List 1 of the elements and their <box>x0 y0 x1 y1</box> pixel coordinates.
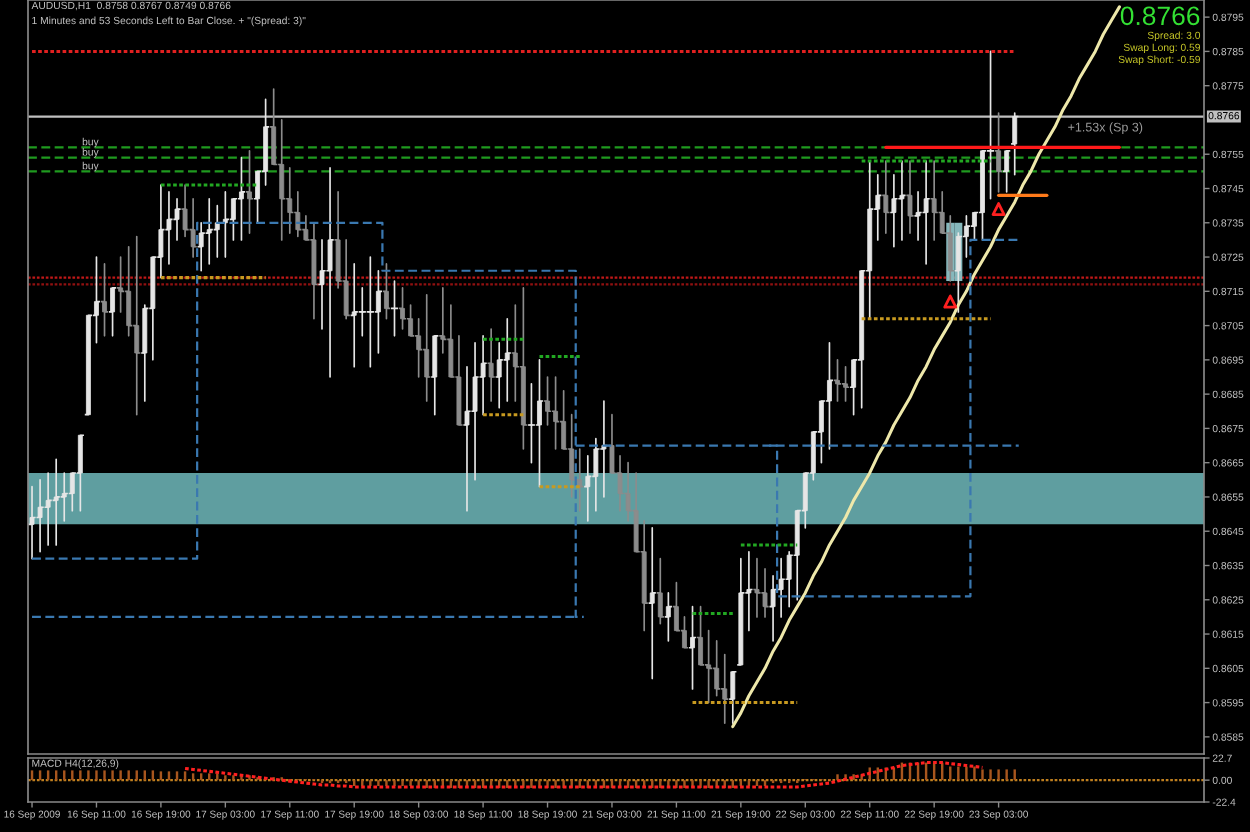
annotation: 0.8766 <box>1120 6 1200 26</box>
